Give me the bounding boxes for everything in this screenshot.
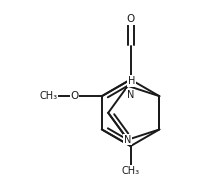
Text: N: N bbox=[124, 135, 131, 145]
Text: CH₃: CH₃ bbox=[40, 91, 58, 101]
Text: O: O bbox=[70, 91, 79, 101]
Text: H: H bbox=[128, 76, 135, 86]
Text: CH₃: CH₃ bbox=[121, 166, 140, 176]
Text: O: O bbox=[126, 14, 135, 24]
Text: N: N bbox=[127, 90, 134, 100]
